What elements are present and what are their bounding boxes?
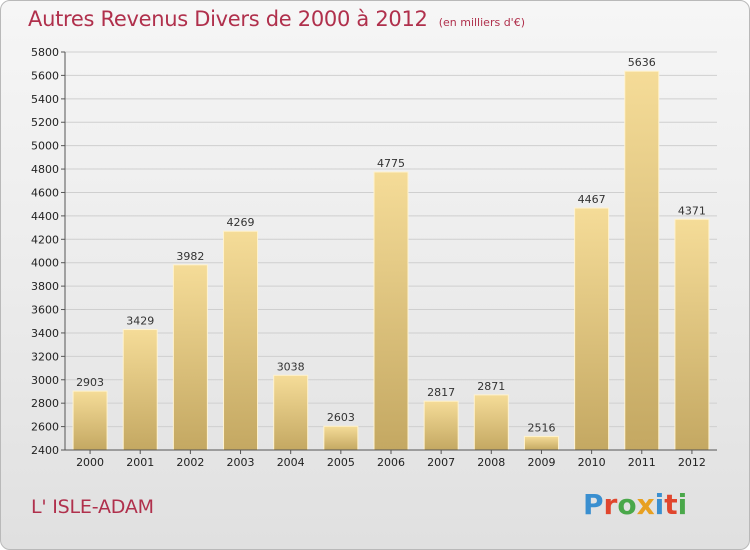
bar	[574, 207, 610, 451]
logo-letter: i	[654, 488, 665, 521]
y-tick-label: 3200	[31, 350, 59, 363]
chart-subtitle: (en milliers d'€)	[438, 16, 525, 29]
x-tick-label: 2012	[678, 456, 706, 469]
logo-letter: r	[603, 488, 618, 521]
bar	[373, 171, 409, 451]
logo-letter: x	[636, 488, 655, 521]
y-tick-label: 4000	[31, 257, 59, 270]
chart-title: Autres Revenus Divers de 2000 à 2012	[28, 7, 428, 31]
data-label: 2817	[427, 386, 455, 399]
x-tick-label: 2003	[227, 456, 255, 469]
bar	[273, 374, 309, 451]
x-tick-label: 2009	[527, 456, 555, 469]
bar	[674, 218, 710, 451]
data-label: 3982	[176, 250, 204, 263]
data-label: 2871	[477, 380, 505, 393]
logo-letter: P	[583, 488, 604, 521]
data-label: 5636	[628, 56, 656, 69]
y-tick-label: 5200	[31, 116, 59, 129]
x-tick-label: 2001	[126, 456, 154, 469]
y-tick-label: 4400	[31, 210, 59, 223]
chart-title-block: Autres Revenus Divers de 2000 à 2012 (en…	[28, 7, 525, 31]
y-tick-label: 5600	[31, 69, 59, 82]
logo-letter: i	[677, 488, 688, 521]
x-tick-label: 2005	[327, 456, 355, 469]
data-label: 2603	[327, 411, 355, 424]
y-tick-label: 5000	[31, 140, 59, 153]
bar	[172, 264, 208, 451]
x-tick-label: 2006	[377, 456, 405, 469]
x-tick-label: 2000	[76, 456, 104, 469]
x-tick-label: 2007	[427, 456, 455, 469]
y-tick-label: 4600	[31, 186, 59, 199]
bar	[624, 70, 660, 451]
location-label: L' ISLE-ADAM	[31, 496, 154, 518]
data-label: 4269	[227, 216, 255, 229]
bar	[223, 230, 259, 451]
bars	[72, 70, 710, 451]
proxiti-logo: Proxiti	[583, 488, 687, 521]
y-tick-label: 2600	[31, 421, 59, 434]
data-label: 4775	[377, 157, 405, 170]
bar	[122, 329, 158, 451]
y-tick-label: 3000	[31, 374, 59, 387]
bar	[523, 435, 559, 451]
data-labels: 2903 3429 3982 4269 3038 2603 4775 2817 2871 2516…	[76, 56, 706, 434]
y-tick-label: 4800	[31, 163, 59, 176]
data-label: 2516	[527, 421, 555, 434]
y-tick-label: 2800	[31, 397, 59, 410]
data-label: 4371	[678, 204, 706, 217]
x-tick-label: 2010	[578, 456, 606, 469]
data-label: 4467	[578, 193, 606, 206]
y-tick-label: 2400	[31, 444, 59, 457]
y-tick-label: 3600	[31, 304, 59, 317]
y-tick-label: 3400	[31, 327, 59, 340]
bar	[323, 425, 359, 451]
x-tick-label: 2004	[277, 456, 305, 469]
x-tick-label: 2002	[176, 456, 204, 469]
x-tick-label: 2011	[628, 456, 656, 469]
y-tick-label: 5400	[31, 93, 59, 106]
y-tick-label: 4200	[31, 233, 59, 246]
y-tick-label: 5800	[31, 46, 59, 59]
logo-letter: t	[664, 488, 678, 521]
data-label: 3429	[126, 315, 154, 328]
data-label: 3038	[277, 360, 305, 373]
bar	[72, 390, 108, 451]
x-axis-ticks: 2000 2001 2002 2003 2004 2005 2006 2007 2008 2009…	[76, 450, 706, 469]
y-axis-ticks: 2400 2600 2800 3000 3200 3400 3600 3800 4000 4200…	[31, 46, 65, 457]
bar	[423, 400, 459, 451]
x-tick-label: 2008	[477, 456, 505, 469]
bar	[473, 394, 509, 451]
logo-letter: o	[617, 488, 637, 521]
data-label: 2903	[76, 376, 104, 389]
y-tick-label: 3800	[31, 280, 59, 293]
